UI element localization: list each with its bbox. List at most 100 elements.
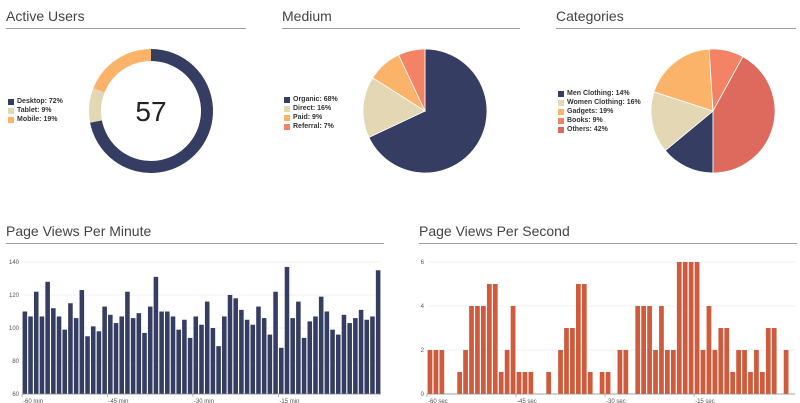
pie-slice	[664, 110, 714, 174]
active-users-title: Active Users	[6, 8, 85, 24]
bar	[307, 321, 313, 394]
bar	[694, 262, 700, 394]
bar	[688, 262, 694, 394]
bar	[370, 316, 375, 394]
x-tick-label: -60 sec	[428, 399, 448, 403]
legend-item: Men Clothing: 14%	[558, 89, 641, 98]
y-tick-label: 60	[12, 392, 19, 398]
bar	[222, 316, 227, 394]
bar	[159, 311, 164, 394]
bar	[516, 372, 522, 394]
legend-label: Tablet: 9%	[17, 107, 52, 114]
bar	[130, 318, 136, 394]
bar	[635, 306, 641, 394]
bar	[187, 337, 193, 394]
y-tick-label: 80	[12, 359, 19, 365]
bar	[73, 318, 79, 394]
bar	[278, 347, 284, 394]
x-tick-label: -45 sec	[517, 399, 537, 403]
bar	[147, 306, 153, 394]
legend-swatch	[558, 90, 564, 97]
bar	[623, 350, 629, 394]
pie-slice	[362, 77, 426, 138]
pps-divider	[419, 243, 797, 244]
bar	[227, 295, 233, 394]
legend-swatch	[558, 126, 564, 133]
bar	[492, 284, 498, 394]
bar	[712, 350, 718, 394]
legend-swatch	[284, 96, 290, 103]
bar	[587, 372, 593, 394]
legend-item: Others: 42%	[558, 125, 641, 134]
legend-swatch	[558, 117, 564, 124]
bar	[301, 337, 307, 394]
bar	[353, 318, 358, 394]
y-tick-label: 2	[421, 348, 425, 354]
bar	[233, 298, 238, 394]
legend-swatch	[8, 107, 14, 114]
legend-label: Others: 42%	[567, 126, 608, 133]
x-tick-label: -45 min	[108, 399, 128, 403]
bar	[759, 372, 765, 394]
bar	[510, 306, 516, 394]
legend-item: Desktop: 72%	[8, 97, 63, 106]
bar	[330, 329, 335, 394]
bar	[313, 316, 318, 394]
bar	[564, 328, 569, 394]
bar	[142, 332, 147, 394]
bar	[113, 323, 119, 394]
bar	[79, 290, 85, 394]
donut-center-value: 57	[135, 96, 166, 127]
bar	[347, 323, 352, 394]
bar	[193, 316, 199, 394]
bar	[102, 306, 107, 394]
legend-item: Mobile: 19%	[8, 115, 63, 124]
bar	[771, 328, 777, 394]
bar	[210, 328, 216, 394]
categories-title: Categories	[556, 8, 624, 24]
bar	[599, 372, 605, 394]
bar	[256, 306, 261, 394]
bar	[605, 372, 611, 394]
pps-title: Page Views Per Second	[419, 223, 570, 239]
donut-segment	[93, 49, 152, 93]
bar	[659, 306, 664, 394]
bar	[528, 372, 534, 394]
bar	[522, 372, 528, 394]
y-tick-label: 4	[421, 304, 425, 310]
bar	[68, 303, 73, 394]
bar	[318, 296, 324, 394]
legend-swatch	[284, 123, 290, 130]
bar	[498, 372, 504, 394]
bar	[736, 350, 741, 394]
medium-legend: Organic: 68% Direct: 16% Paid: 9% Referr…	[284, 95, 338, 131]
bar	[700, 350, 706, 394]
legend-label: Referral: 7%	[293, 123, 334, 130]
pie-slice	[650, 91, 714, 152]
y-tick-label: 120	[9, 293, 20, 299]
bar	[783, 350, 789, 394]
legend-item: Organic: 68%	[284, 95, 338, 104]
legend-label: Mobile: 19%	[17, 116, 58, 123]
bar	[653, 350, 658, 394]
medium-divider	[282, 28, 520, 29]
bar	[641, 306, 647, 394]
categories-divider	[556, 28, 796, 29]
ppm-title: Page Views Per Minute	[6, 223, 152, 239]
bar	[125, 291, 130, 394]
bar	[439, 350, 445, 394]
legend-swatch	[284, 105, 290, 112]
bar	[546, 372, 552, 394]
bar	[665, 350, 670, 394]
bar	[284, 266, 290, 394]
legend-label: Books: 9%	[567, 117, 603, 124]
bar	[670, 350, 676, 394]
bar	[153, 276, 159, 394]
legend-label: Gadgets: 19%	[567, 108, 614, 115]
legend-label: Organic: 68%	[293, 96, 338, 103]
bar	[724, 328, 730, 394]
legend-item: Paid: 9%	[284, 113, 338, 122]
bar	[170, 316, 176, 394]
